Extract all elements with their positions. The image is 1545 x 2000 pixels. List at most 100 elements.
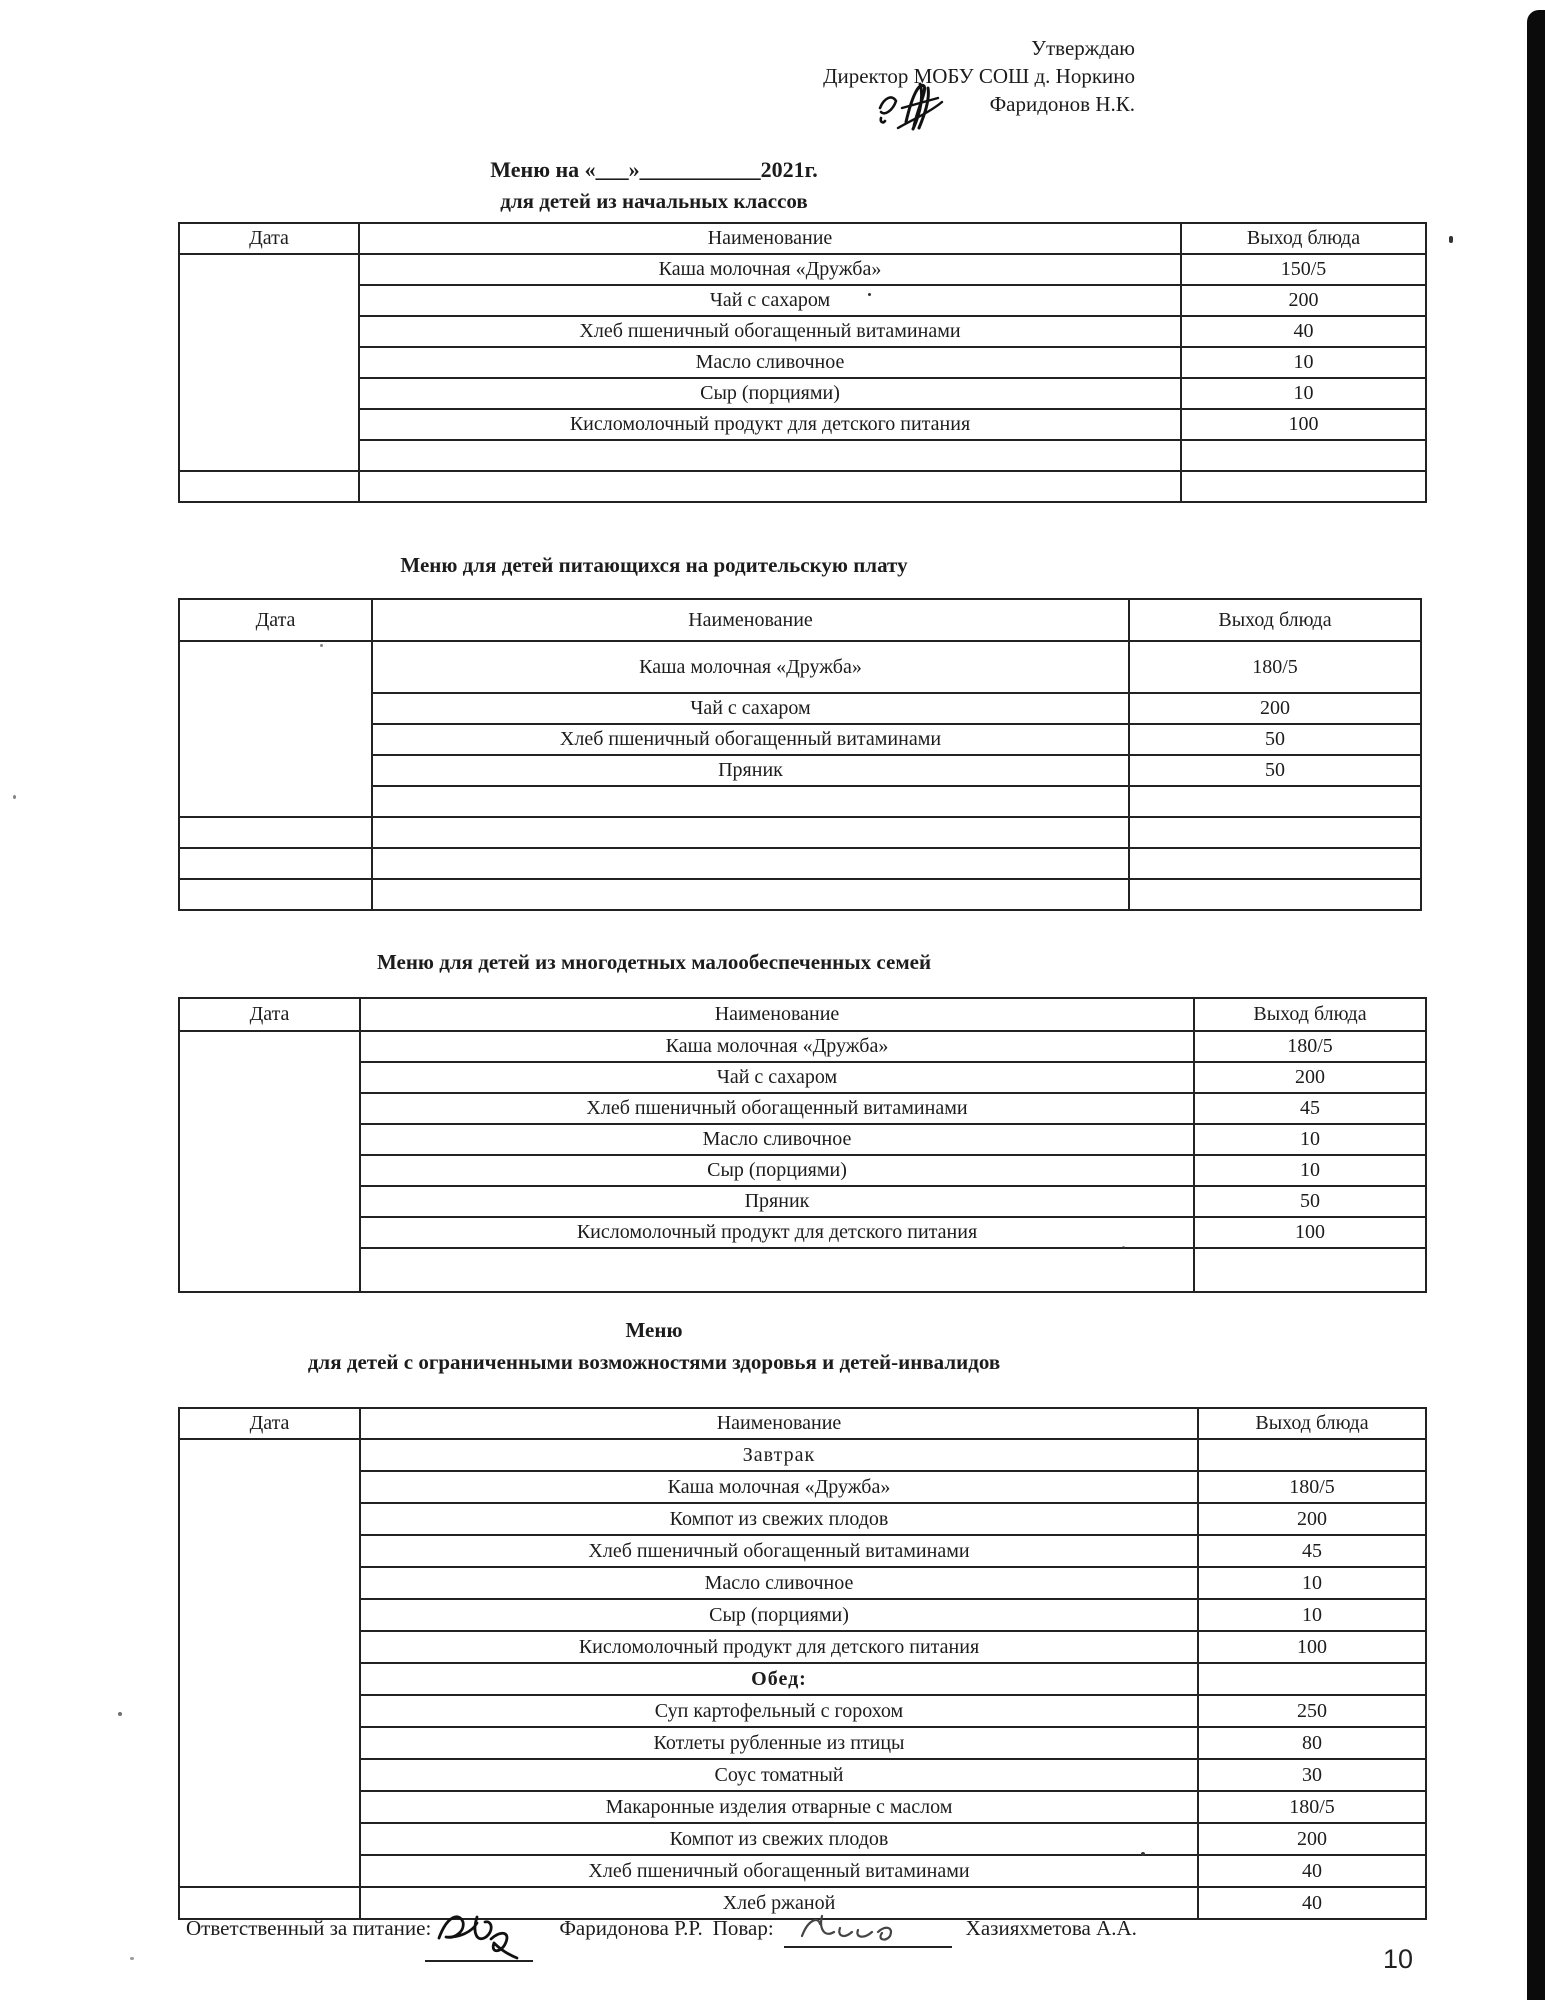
dish-name (359, 1247, 1195, 1293)
column-header: Наименование (371, 598, 1130, 642)
dish-output: 100 (1180, 408, 1427, 441)
dish-name: Сыр (порциями) (358, 377, 1182, 410)
table-row (178, 470, 1427, 503)
dish-output (1128, 847, 1422, 880)
responsible-label: Ответственный за питание: (186, 1916, 432, 1940)
table-row: Соус томатный 30 (179, 1758, 1427, 1792)
column-header: Наименование (359, 1407, 1199, 1440)
section-title-disabled-line1: Меню (625, 1318, 683, 1342)
cook-signature (783, 1914, 952, 1948)
date-cell (178, 847, 373, 880)
date-cell (178, 878, 373, 911)
column-header: Выход блюда (1180, 222, 1427, 255)
dish-output: 50 (1193, 1185, 1427, 1218)
dish-output: 10 (1193, 1154, 1427, 1187)
scan-speck (13, 795, 16, 799)
dish-name: Масло сливочное (358, 346, 1182, 379)
dish-output: 40 (1197, 1854, 1427, 1888)
dish-output: 200 (1197, 1822, 1427, 1856)
scan-speck (1449, 236, 1453, 243)
dish-name: Масло сливочное (359, 1566, 1199, 1600)
scan-speck (1122, 1246, 1125, 1249)
cook-name: Хазияхметова А.А. (965, 1916, 1137, 1940)
scan-speck (320, 644, 323, 647)
dish-output: 50 (1128, 754, 1422, 787)
dish-name: Чай с сахаром (359, 1061, 1195, 1094)
dish-output: 30 (1197, 1758, 1427, 1792)
table-row (178, 878, 1422, 911)
dish-output: 10 (1193, 1123, 1427, 1156)
dish-name: Пряник (359, 1185, 1195, 1218)
table-row: Хлеб пшеничный обогащенный витаминами 45 (179, 1534, 1427, 1568)
dish-name: Компот из свежих плодов (359, 1502, 1199, 1536)
table-row: Сыр (порциями) 10 (179, 377, 1427, 410)
column-header: Выход блюда (1128, 598, 1422, 642)
dish-output: 200 (1180, 284, 1427, 317)
dish-name: Кисломолочный продукт для детского питан… (358, 408, 1182, 441)
dish-name: Хлеб пшеничный обогащенный витаминами (359, 1854, 1199, 1888)
dish-name: Хлеб ржаной (359, 1886, 1199, 1920)
dish-name: Каша молочная «Дружба» (358, 253, 1182, 286)
approval-director-line: Директор МОБУ СОШ д. Норкино (823, 64, 1135, 88)
column-header: Наименование (358, 222, 1182, 255)
dish-output: 180/5 (1197, 1790, 1427, 1824)
dish-name: Масло сливочное (359, 1123, 1195, 1156)
menu-table-primary-classes: Дата Наименование Выход блюда Каша молочная… (178, 222, 1427, 503)
dish-output: 40 (1197, 1886, 1427, 1920)
column-header: Дата (178, 598, 373, 642)
menu-table-disabled-children: Дата Наименование Выход блюда Завтрак Каша м… (178, 1407, 1427, 1920)
dish-name (371, 847, 1130, 880)
date-cell (178, 253, 360, 472)
dish-name: Хлеб пшеничный обогащенный витаминами (359, 1534, 1199, 1568)
dish-output: 150/5 (1180, 253, 1427, 286)
table-row: Масло сливочное 10 (179, 1123, 1427, 1156)
dish-output (1197, 1438, 1427, 1472)
section-title-disabled-line2: для детей с ограниченными возможностями … (307, 1350, 1001, 1374)
dish-output: 45 (1197, 1534, 1427, 1568)
table-row: Котлеты рубленные из птицы 80 (179, 1726, 1427, 1760)
dish-name: Суп картофельный с горохом (359, 1694, 1199, 1728)
scan-speck (130, 1957, 134, 1960)
dish-name: Пряник (371, 754, 1130, 787)
meal-subheader: Обед: (359, 1662, 1199, 1696)
dish-output: 10 (1180, 377, 1427, 410)
dish-output (1128, 878, 1422, 911)
dish-output: 40 (1180, 315, 1427, 348)
dish-output (1193, 1247, 1427, 1293)
table-row: Компот из свежих плодов 200 (179, 1822, 1427, 1856)
director-signature (878, 82, 944, 131)
dish-name: Компот из свежих плодов (359, 1822, 1199, 1856)
section-title-large-families: Меню для детей из многодетных малообеспе… (376, 950, 932, 974)
cook-label: Повар: (712, 1916, 774, 1940)
dish-name: Сыр (порциями) (359, 1154, 1195, 1187)
table-row: Хлеб ржаной 40 (178, 1886, 1427, 1920)
column-header: Дата (178, 1407, 361, 1440)
footer-signatures: Ответственный за питание: Фаридонова Р.Р… (186, 1914, 1506, 1962)
table-row (178, 847, 1422, 880)
scan-speck (1141, 1852, 1145, 1856)
dish-output: 80 (1197, 1726, 1427, 1760)
approval-name-line: Фаридонов Н.К. (989, 92, 1135, 116)
dish-name: Чай с сахаром (358, 284, 1182, 317)
table-row: Макаронные изделия отварные с маслом 180/… (179, 1790, 1427, 1824)
dish-output (1197, 1662, 1427, 1696)
dish-name: Чай с сахаром (371, 692, 1130, 725)
dish-name: Макаронные изделия отварные с маслом (359, 1790, 1199, 1824)
table-row: Кисломолочный продукт для детского питан… (179, 1630, 1427, 1664)
dish-output (1128, 816, 1422, 849)
dish-name: Каша молочная «Дружба» (359, 1470, 1199, 1504)
scan-speck (118, 1712, 122, 1716)
date-cell (178, 470, 360, 503)
dish-output: 45 (1193, 1092, 1427, 1125)
table-row: Хлеб пшеничный обогащенный витаминами 45 (179, 1092, 1427, 1125)
dish-name: Котлеты рубленные из птицы (359, 1726, 1199, 1760)
dish-output: 200 (1193, 1061, 1427, 1094)
date-cell (178, 816, 373, 849)
dish-output (1128, 785, 1422, 818)
responsible-name: Фаридонова Р.Р. (559, 1916, 703, 1940)
dish-name: Сыр (порциями) (359, 1598, 1199, 1632)
responsible-signature (425, 1908, 534, 1962)
dish-output: 180/5 (1193, 1030, 1427, 1063)
dish-output (1180, 470, 1427, 503)
table-row: Суп картофельный с горохом 250 (179, 1694, 1427, 1728)
